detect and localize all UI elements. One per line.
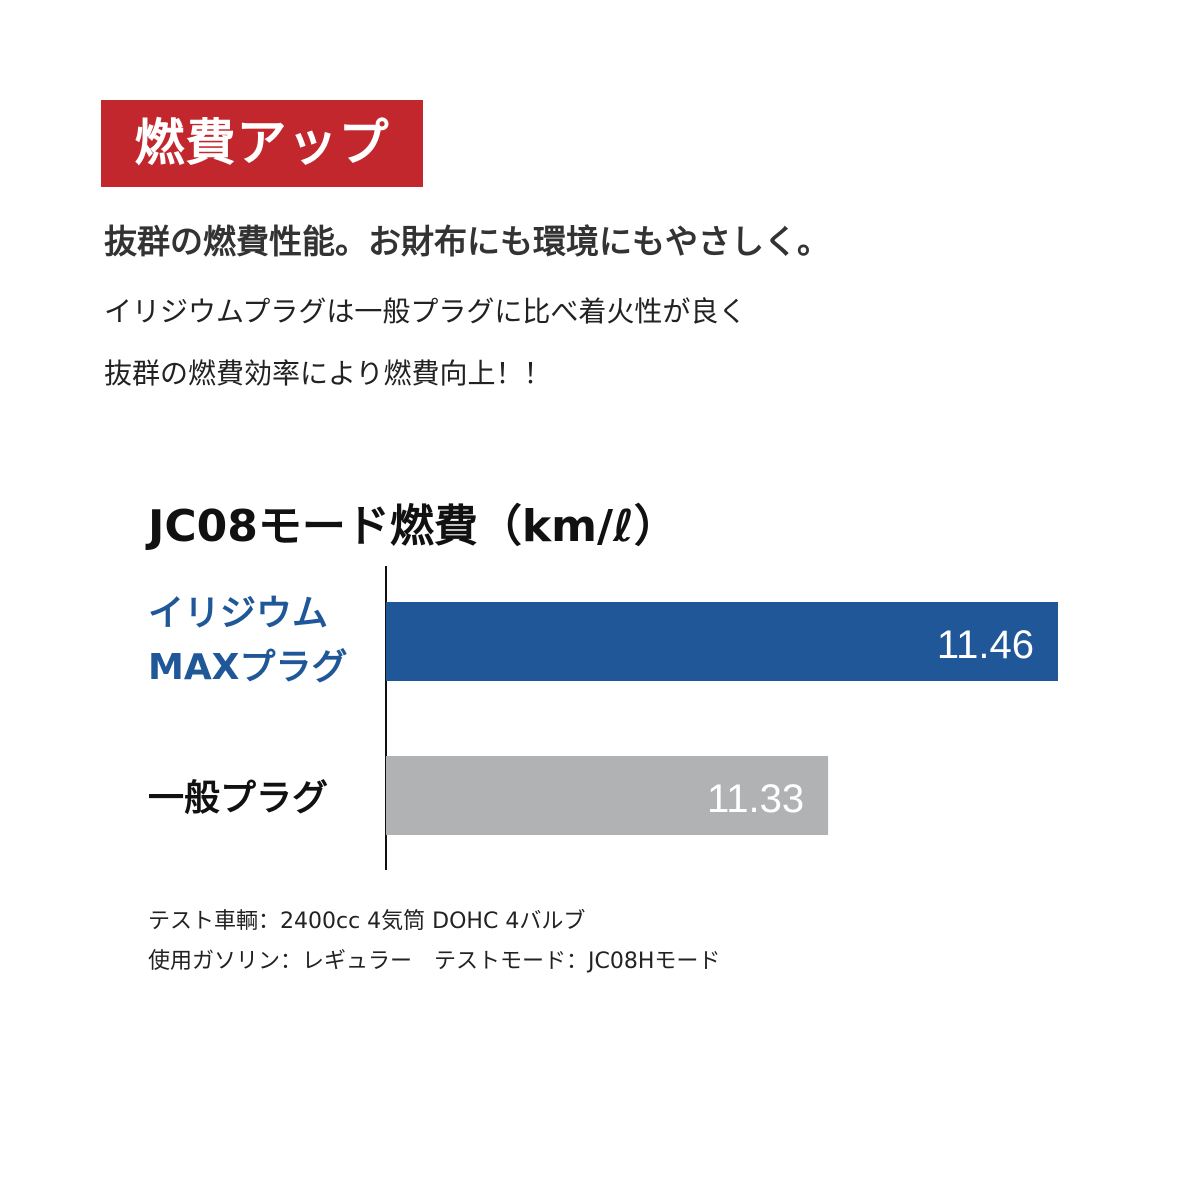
description-line-2: 抜群の燃費効率により燃費向上！！ bbox=[104, 357, 552, 390]
category-label-iridium: イリジウム MAXプラグ bbox=[148, 593, 348, 688]
category-label-standard: 一般プラグ bbox=[148, 778, 329, 819]
data-label-standard: 11.33 bbox=[707, 777, 804, 821]
headline: 抜群の燃費性能。お財布にも環境にもやさしく。 bbox=[104, 222, 830, 261]
description-line-1: イリジウムプラグは一般プラグに比べ着火性が良く bbox=[104, 295, 747, 328]
test-vehicle-note: テスト車輌：2400cc 4気筒 DOHC 4バルブ bbox=[148, 909, 586, 934]
fuel-up-badge: 燃費アップ bbox=[101, 100, 423, 187]
bar-iridium bbox=[386, 602, 1058, 681]
bar-standard bbox=[386, 756, 829, 835]
chart-title: JC08モード燃費（km/ℓ） bbox=[148, 501, 678, 552]
data-label-iridium: 11.46 bbox=[937, 623, 1034, 667]
test-conditions-note: 使用ガソリン：レギュラー テストモード：JC08Hモード bbox=[148, 949, 721, 974]
